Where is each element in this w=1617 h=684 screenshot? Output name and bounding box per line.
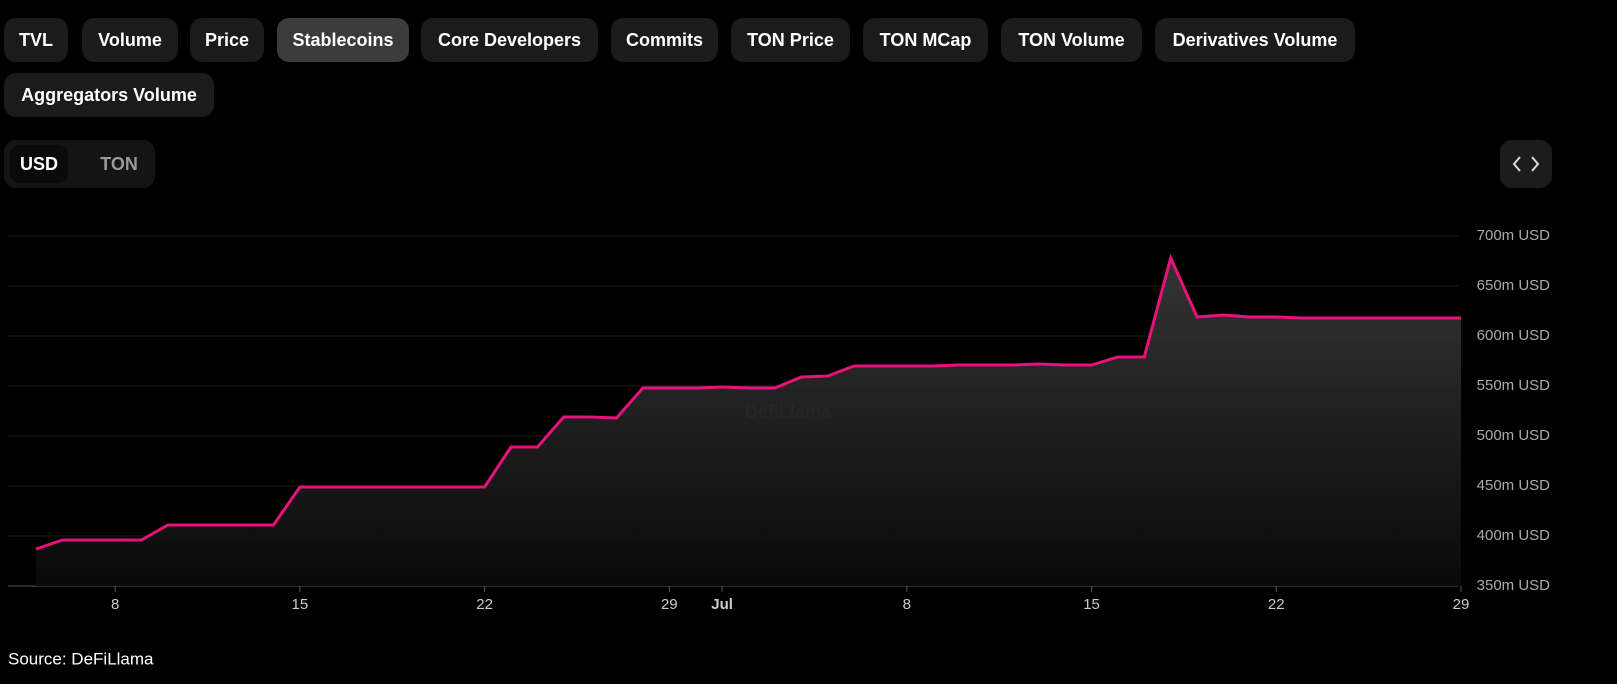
tab[interactable] [4,73,214,117]
tab-label[interactable]: Volume [98,30,162,50]
tab-label[interactable]: TON Price [747,30,834,50]
y-tick-label: 600m USD [1477,327,1551,344]
x-tick-label: 22 [1268,596,1285,613]
y-tick-label: 350m USD [1477,577,1551,594]
x-tick-label: 22 [476,596,493,613]
tab-label[interactable]: Commits [626,30,703,50]
tab-label[interactable]: Stablecoins [292,30,393,50]
tab[interactable] [863,18,988,62]
tab[interactable] [731,18,850,62]
area-fill [35,258,1461,586]
source: Source: DeFiLlama [8,649,154,668]
tab-label[interactable]: Core Developers [438,30,581,50]
y-tick-label: 500m USD [1477,427,1551,444]
x-tick-label: 8 [111,596,119,613]
tab-label[interactable]: Derivatives Volume [1173,30,1338,50]
x-tick-label: Jul [711,596,733,613]
x-tick-label: 15 [292,596,309,613]
embed-icon [1512,156,1540,172]
tab-label[interactable]: TVL [19,30,53,50]
x-tick-label: 8 [903,596,911,613]
tab-label[interactable]: TON MCap [880,30,972,50]
x-tick-label: 15 [1083,596,1100,613]
tab[interactable] [4,18,68,62]
tab[interactable] [611,18,718,62]
currency-label[interactable]: USD [20,154,58,174]
x-tick-label: 29 [661,596,678,613]
x-tick-label: 29 [1453,596,1470,613]
tab[interactable] [82,18,178,62]
tab[interactable] [1155,18,1355,62]
tab[interactable] [1001,18,1142,62]
y-tick-label: 550m USD [1477,377,1551,394]
y-tick-label: 700m USD [1477,227,1551,244]
currency-option[interactable] [10,145,68,183]
y-tick-label: 450m USD [1477,477,1551,494]
tab-label[interactable]: TON Volume [1018,30,1124,50]
embed-button[interactable] [1500,140,1552,188]
currency-label[interactable]: TON [100,154,138,174]
series-line [35,253,1461,551]
tab-label[interactable]: Aggregators Volume [21,85,197,105]
tab[interactable] [190,18,264,62]
tab[interactable] [277,18,409,62]
y-tick-label: 400m USD [1477,527,1551,544]
tab[interactable] [421,18,598,62]
y-tick-label: 650m USD [1477,277,1551,294]
tab-label[interactable]: Price [205,30,249,50]
